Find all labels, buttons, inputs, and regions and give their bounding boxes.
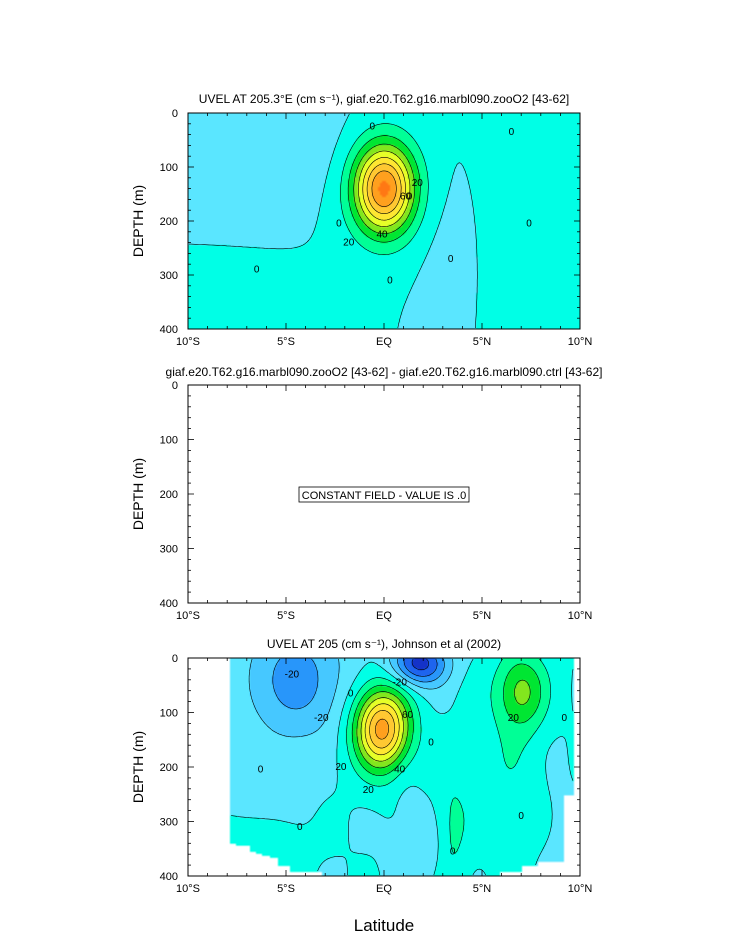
panel-3-contour-image bbox=[188, 658, 580, 876]
contour-label: 0 bbox=[254, 265, 260, 276]
contour-label: 0 bbox=[387, 275, 393, 286]
contour-label: 20 bbox=[343, 238, 355, 249]
contour-label: 0 bbox=[526, 219, 532, 230]
contour-label: 60 bbox=[402, 710, 414, 721]
panel-2-annotation: CONSTANT FIELD - VALUE IS .0 bbox=[302, 490, 466, 502]
panel-2-title: giaf.e20.T62.g16.marbl090.zooO2 [43-62] … bbox=[166, 365, 603, 379]
panel-2-ylabel: DEPTH (m) bbox=[130, 458, 146, 530]
panel-2-annotation-box: CONSTANT FIELD - VALUE IS .0 bbox=[298, 486, 470, 503]
x-tick-label: 10°S bbox=[176, 610, 200, 622]
panel-2-ticks: 10°S 5°S EQ 5°N 10°N 0 100 200 300 400 bbox=[160, 380, 593, 622]
contour-label: 0 bbox=[297, 822, 303, 833]
panel-3-title: UVEL AT 205 (cm s⁻¹), Johnson et al (200… bbox=[267, 637, 501, 651]
y-tick-label: 300 bbox=[160, 817, 178, 829]
y-tick-label: 200 bbox=[160, 216, 178, 228]
y-tick-label: 400 bbox=[160, 871, 178, 883]
contour-label: 0 bbox=[448, 254, 454, 265]
y-tick-label: 200 bbox=[160, 762, 178, 774]
y-tick-label: 100 bbox=[160, 435, 178, 447]
panel-2: giaf.e20.T62.g16.marbl090.zooO2 [43-62] … bbox=[130, 365, 602, 622]
panel-3-contour-lines bbox=[230, 658, 574, 876]
panel-3-ylabel: DEPTH (m) bbox=[130, 731, 146, 803]
contour-label: 0 bbox=[562, 713, 568, 724]
panel-1-title: UVEL AT 205.3°E (cm s⁻¹), giaf.e20.T62.g… bbox=[199, 92, 569, 106]
x-tick-label: EQ bbox=[376, 883, 392, 895]
contour-label: -20 bbox=[314, 713, 329, 724]
contour-label: 0 bbox=[518, 811, 524, 822]
y-tick-label: 400 bbox=[160, 598, 178, 610]
x-tick-label: EQ bbox=[376, 336, 392, 348]
x-tick-label: 10°S bbox=[176, 883, 200, 895]
contour-label: 40 bbox=[376, 230, 388, 241]
contour-label: 0 bbox=[450, 846, 456, 857]
contour-label: 20 bbox=[508, 713, 520, 724]
contour-label: 0 bbox=[348, 688, 354, 699]
x-tick-label: 10°N bbox=[568, 883, 593, 895]
contour-label: 0 bbox=[336, 219, 342, 230]
panel-3: UVEL AT 205 (cm s⁻¹), Johnson et al (200… bbox=[130, 637, 592, 895]
x-tick-label: 5°S bbox=[277, 610, 295, 622]
y-tick-label: 0 bbox=[172, 108, 178, 120]
x-tick-label: 10°N bbox=[568, 336, 593, 348]
contour-label: 0 bbox=[407, 192, 413, 203]
y-tick-label: 200 bbox=[160, 489, 178, 501]
panel-1-ylabel: DEPTH (m) bbox=[130, 185, 146, 257]
y-tick-label: 400 bbox=[160, 324, 178, 336]
contour-line-set bbox=[230, 658, 574, 876]
panel-3-field bbox=[188, 658, 580, 876]
panel-1-contour-image bbox=[188, 113, 580, 329]
y-tick-label: 300 bbox=[160, 270, 178, 282]
x-tick-label: 5°S bbox=[277, 883, 295, 895]
y-tick-label: 100 bbox=[160, 162, 178, 174]
y-tick-label: 0 bbox=[172, 653, 178, 665]
contour-line-set bbox=[189, 113, 478, 329]
panel-1-contour-lines bbox=[189, 113, 478, 329]
contour-label: 20 bbox=[363, 785, 375, 796]
x-tick-label: 10°N bbox=[568, 610, 593, 622]
y-tick-label: 0 bbox=[172, 380, 178, 392]
y-tick-label: 100 bbox=[160, 708, 178, 720]
contour-label: 40 bbox=[394, 765, 406, 776]
contour-label: 0 bbox=[258, 765, 264, 776]
contour-label: -20 bbox=[285, 669, 300, 680]
y-tick-label: 300 bbox=[160, 544, 178, 556]
panel-3-contour-labels: -20 -20 -20 20 20 20 40 60 0 0 0 0 0 0 0 bbox=[258, 669, 568, 857]
contour-label: 20 bbox=[412, 178, 424, 189]
contour-label: 20 bbox=[335, 762, 347, 773]
x-tick-label: EQ bbox=[376, 610, 392, 622]
x-tick-label: 5°S bbox=[277, 336, 295, 348]
contour-label: 60 bbox=[400, 192, 412, 203]
contour-label: 0 bbox=[369, 122, 375, 133]
x-axis-label: Latitude bbox=[354, 916, 415, 935]
x-tick-label: 5°N bbox=[473, 336, 492, 348]
contour-label: -20 bbox=[392, 678, 407, 689]
panel-1-field bbox=[188, 113, 580, 329]
x-tick-label: 5°N bbox=[473, 610, 492, 622]
x-tick-label: 5°N bbox=[473, 883, 492, 895]
contour-label: 0 bbox=[428, 737, 434, 748]
panel-1: UVEL AT 205.3°E (cm s⁻¹), giaf.e20.T62.g… bbox=[130, 92, 592, 348]
x-tick-label: 10°S bbox=[176, 336, 200, 348]
contour-label: 0 bbox=[509, 127, 515, 138]
